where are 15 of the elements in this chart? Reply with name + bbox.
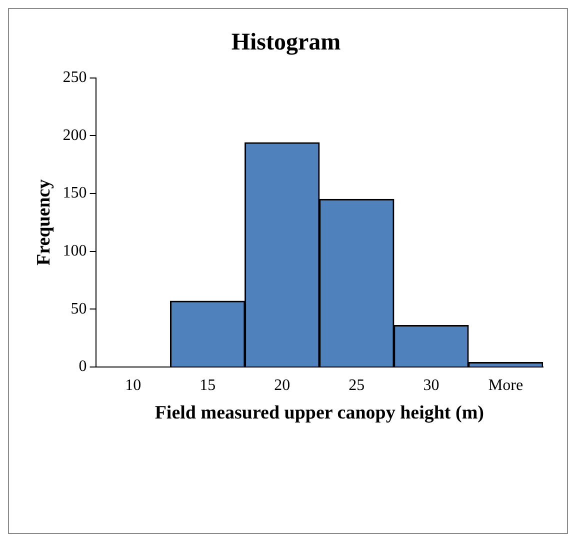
y-tick-label: 100	[62, 242, 87, 260]
chart-title: Histogram	[231, 30, 341, 56]
x-tick-label: 10	[125, 376, 142, 394]
x-tick-label: More	[488, 376, 524, 394]
y-tick-label: 0	[78, 358, 87, 376]
y-axis-title: Frequency	[33, 178, 54, 266]
x-tick-label: 20	[274, 376, 290, 394]
x-tick-label: 15	[200, 376, 216, 394]
y-tick-label: 250	[62, 69, 87, 86]
x-tick-label: 30	[423, 376, 440, 394]
x-axis-title: Field measured upper canopy height (m)	[154, 402, 484, 424]
y-tick-label: 50	[70, 300, 87, 318]
y-tick-label: 150	[62, 184, 87, 202]
y-tick-label: 200	[62, 126, 87, 144]
x-tick-label: 25	[348, 376, 365, 394]
